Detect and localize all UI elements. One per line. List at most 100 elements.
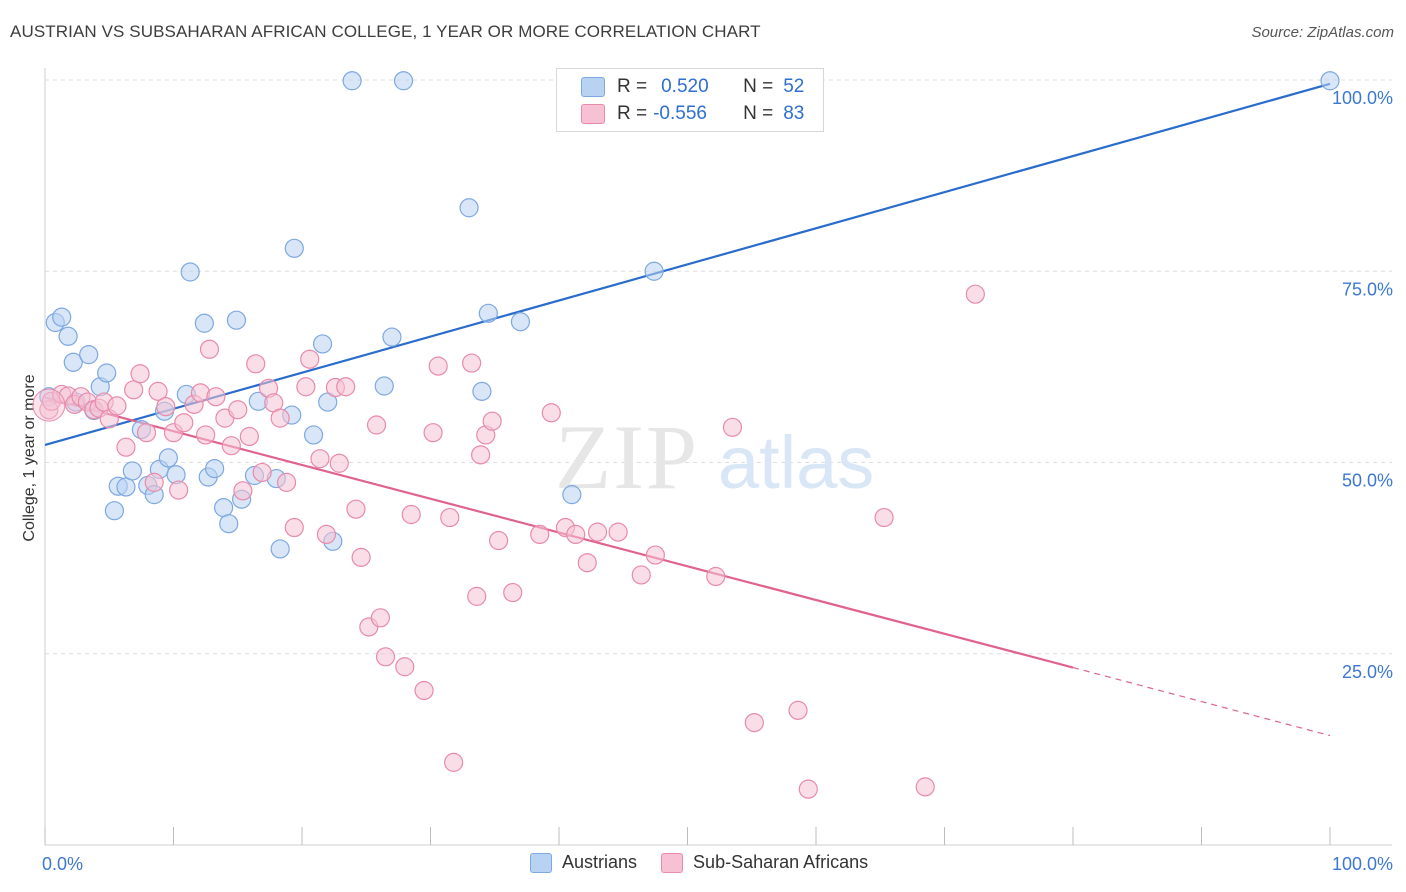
subsaharan-point-cluster (32, 388, 66, 422)
subsaharan-point (116, 437, 136, 457)
r-label: R = (617, 76, 648, 97)
subsaharan-point (136, 423, 157, 443)
subsaharan-point (467, 586, 487, 606)
x-tick-label: 100.0% (1332, 854, 1393, 874)
austrian-point (180, 262, 200, 282)
subsaharan-point (401, 504, 421, 525)
y-tick-label: 100.0% (1332, 88, 1393, 108)
austrian-point (219, 514, 239, 534)
n-label: N = (743, 103, 774, 124)
series-legend: Austrians Sub-Saharan Africans (530, 852, 892, 873)
austrian-point (644, 261, 664, 281)
austrian-point (122, 461, 142, 481)
subsaharan-point (444, 752, 464, 772)
legend-row-austrians: R = 0.520 N = 52 (581, 75, 804, 99)
subsaharan-swatch (661, 852, 684, 873)
austrian-point (58, 326, 78, 346)
austrian-point (459, 198, 479, 218)
n-label: N = (743, 76, 774, 97)
subsaharan-point (351, 547, 371, 567)
subsaharan-point (156, 397, 176, 417)
austrian-point (104, 501, 124, 521)
subsaharan-point (428, 356, 448, 376)
austrian-point (393, 71, 414, 91)
austrian-point (303, 425, 324, 445)
subsaharan-point (503, 582, 523, 603)
subsaharan-point (965, 284, 985, 304)
subsaharan-point (370, 608, 390, 628)
legend-row-subsaharan: R = -0.556 N = 83 (581, 102, 804, 126)
source-label: Source: ZipAtlas.com (1251, 24, 1394, 41)
watermark-atlas: atlas (718, 421, 874, 504)
y-tick-label: 50.0% (1342, 471, 1393, 491)
subsaharan-point (788, 700, 808, 720)
subsaharan-point (566, 524, 586, 545)
subsaharan-point (174, 413, 194, 433)
subsaharan-point (798, 779, 818, 799)
subsaharan-point (608, 522, 628, 542)
austrian-point (116, 477, 136, 497)
subsaharan-point (530, 524, 550, 545)
subsaharan-point (329, 453, 349, 473)
subsaharan-point (148, 381, 168, 401)
subsaharan-trend-extension (1072, 666, 1331, 737)
y-tick-label: 75.0% (1342, 279, 1393, 299)
subsaharan-point (631, 565, 651, 585)
subsaharan-point (462, 353, 482, 373)
subsaharan-point (414, 680, 434, 701)
n-value: 83 (783, 103, 805, 124)
y-tick-label: 25.0% (1342, 662, 1393, 682)
austrian-point (382, 327, 402, 347)
subsaharan-swatch (581, 104, 605, 124)
subsaharan-point (300, 349, 320, 369)
subsaharan-point (246, 354, 266, 374)
axes (44, 68, 1392, 846)
legend-item-austrians[interactable]: Austrians (530, 852, 637, 873)
austrian-point (97, 363, 117, 383)
subsaharan-point (107, 396, 127, 416)
subsaharan-point (270, 408, 290, 428)
legend-item-subsaharan[interactable]: Sub-Saharan Africans (661, 852, 868, 873)
subsaharan-point (541, 403, 561, 423)
subsaharan-point (706, 566, 726, 587)
subsaharan-point (395, 657, 415, 677)
austrian-point (478, 303, 498, 323)
subsaharan-point (336, 377, 356, 397)
austrian-point (214, 498, 234, 518)
tick-labels: 25.0% 50.0% 75.0% 100.0% 0.0% 100.0% (42, 88, 1393, 874)
austrian-point (342, 71, 362, 91)
subsaharan-point (124, 380, 144, 400)
austrians-swatch (581, 77, 605, 97)
subsaharan-point (206, 387, 226, 407)
r-value: 0.520 (661, 76, 709, 97)
grid-lines (45, 79, 1392, 655)
r-label: R = (617, 103, 648, 124)
subsaharan-point (316, 524, 337, 545)
subsaharan-point (375, 647, 396, 667)
subsaharan-point (221, 436, 241, 456)
subsaharan-point (130, 364, 150, 384)
austrian-point (1320, 71, 1340, 91)
austrian-point (79, 345, 99, 365)
subsaharan-point (482, 411, 502, 431)
austrian-point (312, 334, 333, 354)
austrian-point (270, 539, 290, 559)
subsaharan-point (284, 517, 304, 538)
subsaharan-point (366, 415, 387, 435)
subsaharan-point (310, 449, 330, 469)
subsaharan-point (346, 499, 366, 519)
austrian-point (510, 312, 531, 332)
subsaharan-point (645, 545, 665, 565)
austrian-point (52, 307, 72, 327)
austrians-trend-line (44, 82, 1331, 446)
subsaharan-point (252, 462, 272, 483)
subsaharan-point (744, 712, 764, 733)
subsaharan-point (587, 522, 608, 542)
subsaharan-point (440, 507, 460, 528)
x-tick-label: 0.0% (42, 854, 83, 874)
subsaharan-point (233, 481, 253, 501)
subsaharan-point (915, 777, 935, 797)
stats-legend: R = 0.520 N = 52 R = -0.556 N = 83 (556, 68, 824, 132)
subsaharan-point (169, 480, 189, 500)
subsaharan-point (489, 530, 509, 551)
